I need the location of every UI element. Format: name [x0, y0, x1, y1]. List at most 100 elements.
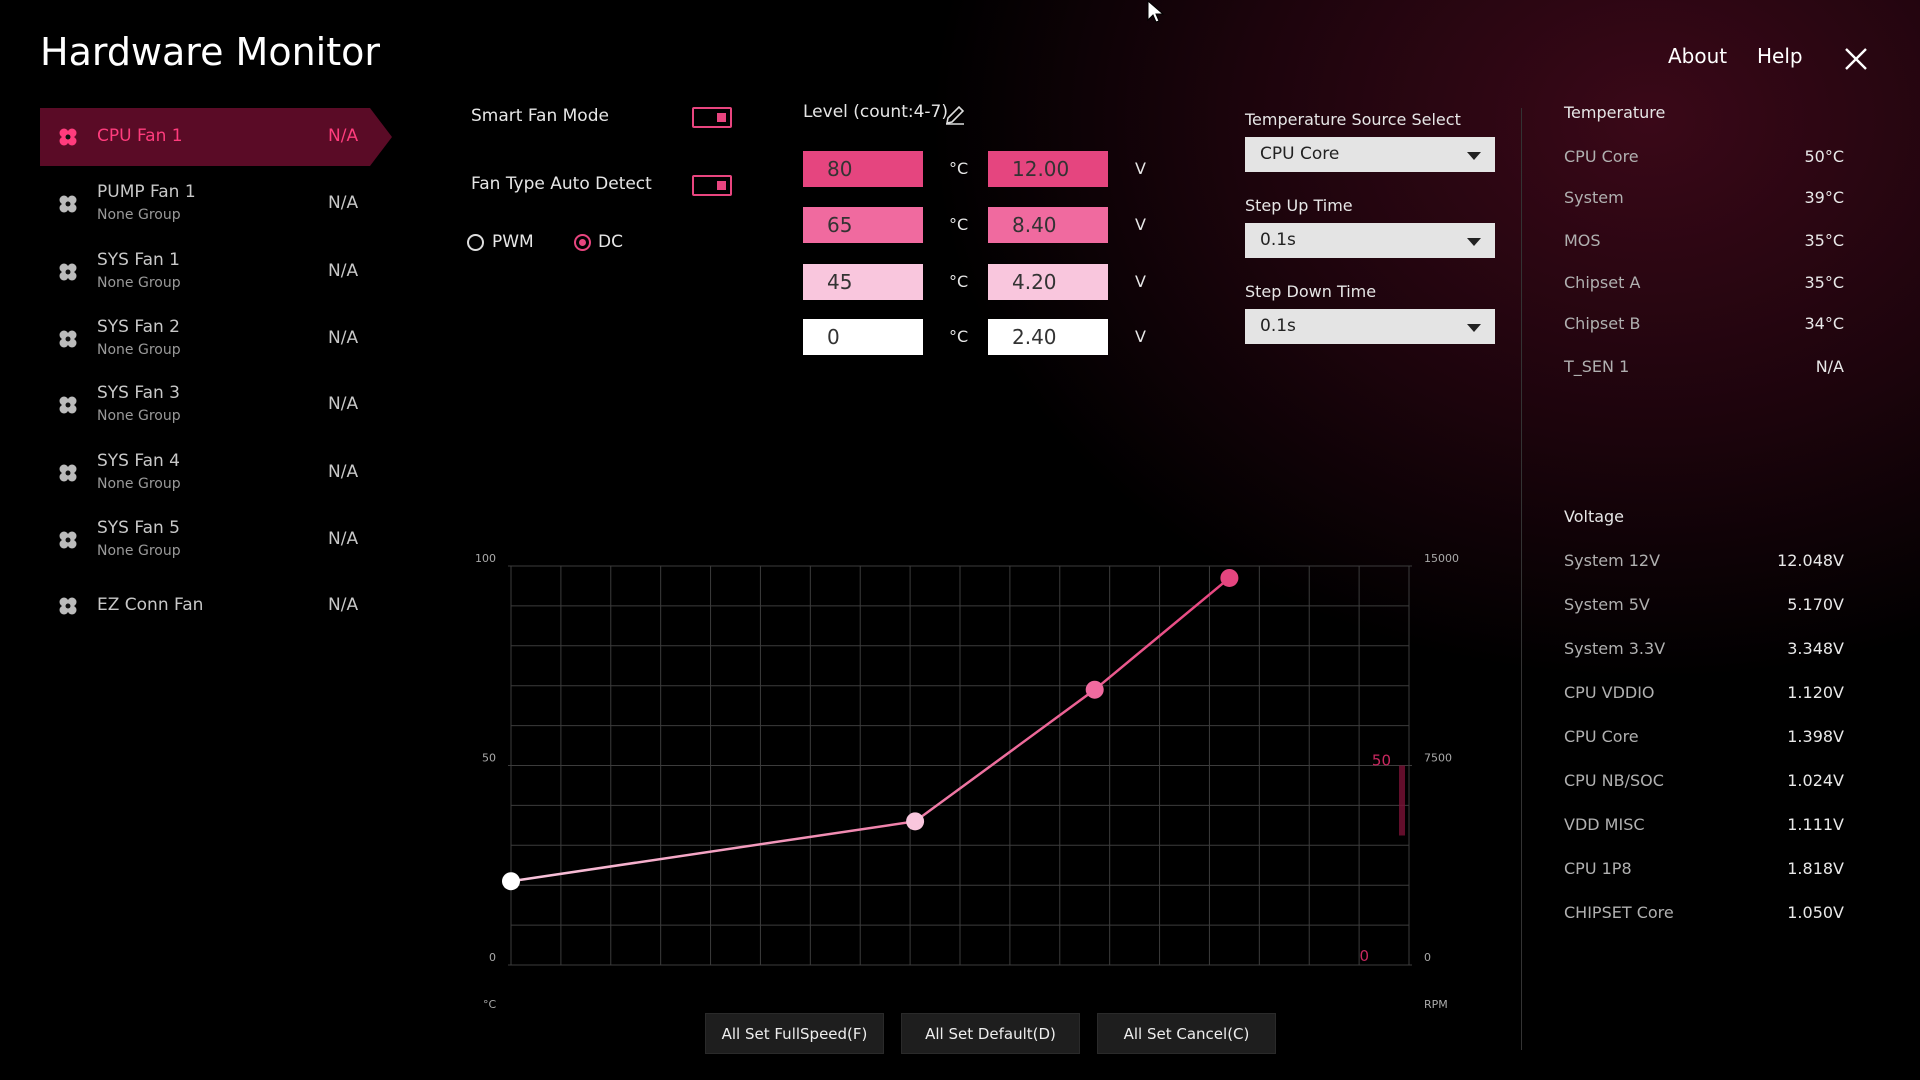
sensor-value: 50°C	[1804, 147, 1844, 166]
action-button[interactable]: All Set Default(D)	[901, 1013, 1080, 1054]
curve-point[interactable]	[1220, 568, 1239, 587]
volt-unit: V	[1135, 272, 1146, 291]
select-label: Step Up Time	[1245, 196, 1353, 215]
volt-unit: V	[1135, 215, 1146, 234]
fan-icon	[58, 329, 78, 353]
sensor-name: CPU Core	[1564, 147, 1639, 166]
radio-label: DC	[598, 232, 623, 252]
setting-label: Smart Fan Mode	[471, 106, 609, 126]
fan-value: N/A	[328, 595, 359, 615]
radio-pwm[interactable]	[467, 234, 484, 251]
fan-group: None Group	[97, 207, 181, 223]
y2-tick-label: 15000	[1424, 552, 1459, 565]
sensor-value: 39°C	[1804, 188, 1844, 207]
sensor-value: 12.048V	[1777, 551, 1844, 570]
fan-icon	[58, 530, 78, 554]
curve-point[interactable]	[502, 872, 520, 891]
fan-icon	[58, 395, 78, 419]
fan-row[interactable]: EZ Conn Fan N/A	[40, 577, 370, 635]
fan-icon	[58, 596, 78, 620]
sensor-name: VDD MISC	[1564, 815, 1645, 834]
edit-icon[interactable]	[944, 104, 966, 126]
sensor-value: 1.111V	[1787, 815, 1844, 834]
sensor-name: CPU VDDIO	[1564, 683, 1655, 702]
volt-unit: V	[1135, 327, 1146, 346]
close-button[interactable]	[1844, 47, 1868, 71]
setting-label: Fan Type Auto Detect	[471, 174, 652, 194]
fan-row[interactable]: SYS Fan 4 None Group N/A	[40, 444, 370, 502]
level-label: Level (count:4-7)	[803, 102, 948, 122]
volt-input[interactable]: 8.40	[988, 207, 1108, 243]
temp-unit: °C	[949, 272, 969, 291]
temp-unit: °C	[949, 159, 969, 178]
dropdown[interactable]: 0.1s	[1245, 309, 1495, 344]
fan-value: N/A	[328, 529, 359, 549]
volt-input[interactable]: 2.40	[988, 319, 1108, 355]
sensor-value: 34°C	[1804, 314, 1844, 333]
sensor-value: 1.398V	[1787, 727, 1844, 746]
temp-input[interactable]: 65	[803, 207, 923, 243]
fan-row[interactable]: PUMP Fan 1 None Group N/A	[40, 175, 370, 233]
help-link[interactable]: Help	[1757, 44, 1803, 68]
fan-row[interactable]: SYS Fan 1 None Group N/A	[40, 243, 370, 301]
sensor-heading: Voltage	[1564, 507, 1625, 526]
fan-name: EZ Conn Fan	[97, 595, 204, 615]
temp-unit: °C	[949, 327, 969, 346]
fan-value: N/A	[328, 261, 359, 281]
fan-row[interactable]: SYS Fan 2 None Group N/A	[40, 310, 370, 368]
temp-unit: °C	[949, 215, 969, 234]
readout-label: 50	[1372, 752, 1391, 770]
temp-input[interactable]: 0	[803, 319, 923, 355]
sensor-name: CPU NB/SOC	[1564, 771, 1664, 790]
fan-row[interactable]: CPU Fan 1 N/A	[40, 108, 392, 166]
sensor-name: CPU Core	[1564, 727, 1639, 746]
dropdown[interactable]: CPU Core	[1245, 137, 1495, 172]
sensor-name: CPU 1P8	[1564, 859, 1632, 878]
temp-input[interactable]: 80	[803, 151, 923, 187]
toggle[interactable]	[692, 107, 732, 128]
curve-point[interactable]	[906, 812, 925, 831]
y-tick-label: 50	[482, 752, 496, 765]
fan-row[interactable]: SYS Fan 5 None Group N/A	[40, 511, 370, 569]
sensor-value: N/A	[1815, 357, 1844, 376]
fan-icon	[58, 463, 78, 487]
volt-input[interactable]: 12.00	[988, 151, 1108, 187]
fan-group: None Group	[97, 543, 181, 559]
sensor-name: CHIPSET Core	[1564, 903, 1674, 922]
dropdown[interactable]: 0.1s	[1245, 223, 1495, 258]
sensor-name: System 5V	[1564, 595, 1650, 614]
fan-value: N/A	[328, 328, 359, 348]
fan-name: SYS Fan 3	[97, 383, 180, 403]
temp-input[interactable]: 45	[803, 264, 923, 300]
fan-name: SYS Fan 4	[97, 451, 180, 471]
curve-point[interactable]	[1085, 680, 1104, 699]
fan-icon	[58, 194, 78, 218]
y2-axis-label: RPM	[1424, 998, 1448, 1010]
divider	[1521, 108, 1522, 1050]
y-tick-label: 100	[475, 552, 496, 565]
fan-value: N/A	[328, 394, 359, 414]
fan-name: SYS Fan 5	[97, 518, 180, 538]
action-button[interactable]: All Set FullSpeed(F)	[705, 1013, 884, 1054]
sensor-name: MOS	[1564, 231, 1601, 250]
toggle[interactable]	[692, 175, 732, 196]
radio-dc[interactable]	[574, 234, 591, 251]
mouse-cursor	[1147, 0, 1165, 23]
fan-value: N/A	[328, 193, 359, 213]
sensor-value: 5.170V	[1787, 595, 1844, 614]
fan-icon	[58, 127, 78, 151]
fan-icon	[58, 262, 78, 286]
fan-name: PUMP Fan 1	[97, 182, 196, 202]
app-title: Hardware Monitor	[40, 30, 380, 74]
volt-input[interactable]: 4.20	[988, 264, 1108, 300]
sensor-heading: Temperature	[1564, 103, 1666, 122]
y2-tick-label: 0	[1424, 951, 1431, 964]
sensor-name: Chipset A	[1564, 273, 1641, 292]
about-link[interactable]: About	[1668, 44, 1728, 68]
action-button[interactable]: All Set Cancel(C)	[1097, 1013, 1276, 1054]
fan-row[interactable]: SYS Fan 3 None Group N/A	[40, 376, 370, 434]
radio-label: PWM	[492, 232, 534, 252]
fan-name: SYS Fan 1	[97, 250, 180, 270]
y-axis-label: °C	[483, 998, 497, 1010]
